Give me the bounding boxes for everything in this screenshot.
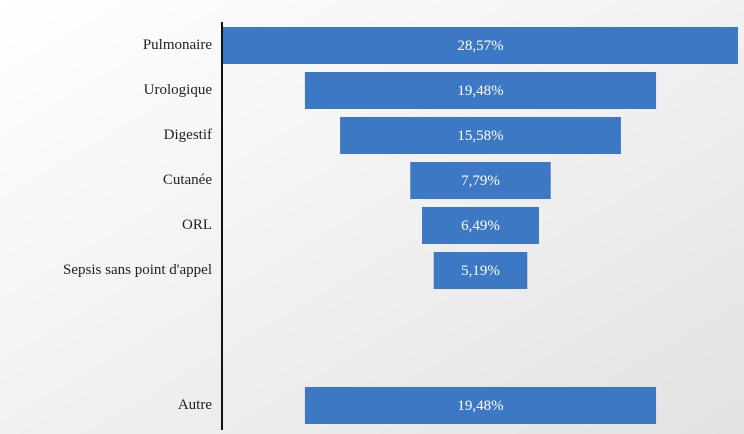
category-label: Pulmonaire (143, 37, 212, 53)
value-label: 7,79% (461, 173, 500, 189)
bar (304, 72, 657, 109)
value-label: 19,48% (457, 398, 503, 414)
category-label: Cutanée (163, 172, 212, 188)
category-label: Digestif (164, 127, 212, 143)
category-label: Sepsis sans point d'appel (63, 262, 212, 278)
value-label: 6,49% (461, 218, 500, 234)
category-label: Autre (178, 397, 212, 413)
category-label: ORL (182, 217, 212, 233)
category-label: Urologique (144, 82, 213, 98)
value-label: 5,19% (461, 263, 500, 279)
bar (340, 117, 621, 154)
value-label: 19,48% (457, 83, 503, 99)
value-label: 28,57% (457, 38, 503, 54)
value-label: 15,58% (457, 128, 503, 144)
bar (304, 387, 657, 424)
bar (410, 162, 551, 199)
bar (223, 27, 738, 64)
bar (422, 207, 539, 244)
bar (433, 252, 528, 289)
